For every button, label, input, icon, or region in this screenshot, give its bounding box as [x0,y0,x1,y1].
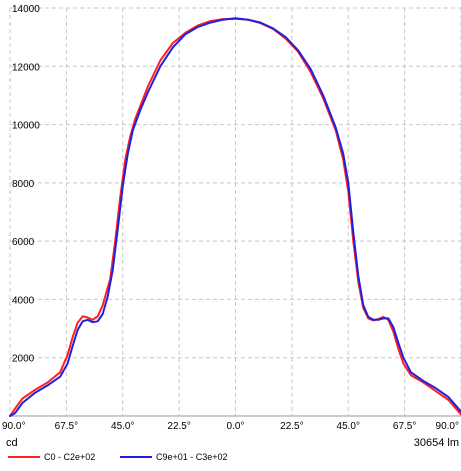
x-tick-label: 90.0° [2,421,25,432]
flux-label: 30654 lm [414,437,459,449]
x-tick-labels: 90.0° 67.5° 45.0° 22.5° 0.0° 22.5° 45.0° 67.5° 9… [2,421,459,432]
x-tick-label: 67.5° [393,421,416,432]
x-tick-label: 90.0° [436,421,459,432]
series-group [9,17,461,417]
y-tick-label: 4000 [12,295,35,306]
y-tick-label: 2000 [12,354,35,365]
series-line-2 [9,17,461,417]
legend-label-1: C0 - C2e+02 [44,452,95,462]
y-tick-label: 6000 [12,237,35,248]
x-tick-label: 45.0° [337,421,360,432]
x-tick-label: 22.5° [280,421,303,432]
y-tick-label: 14000 [12,4,40,15]
unit-label: cd [6,437,18,449]
x-tick-label: 22.5° [167,421,190,432]
y-tick-label: 8000 [12,179,35,190]
legend: C0 - C2e+02 C9e+01 - C3e+02 [8,452,228,462]
x-tick-label: 67.5° [55,421,78,432]
y-tick-label: 12000 [12,62,40,73]
grid [9,7,461,417]
y-tick-label: 10000 [12,121,40,132]
legend-label-2: C9e+01 - C3e+02 [156,452,228,462]
x-tick-label: 0.0° [227,421,245,432]
x-tick-label: 45.0° [111,421,134,432]
y-tick-labels: 2000 4000 6000 8000 10000 12000 14000 [12,4,40,365]
